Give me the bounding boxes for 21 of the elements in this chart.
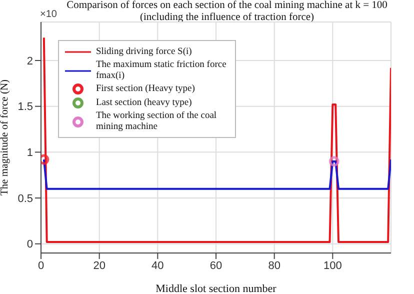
x-tick-label: 60 [210, 260, 222, 272]
y-tick-label: 0 [26, 238, 33, 251]
chart-title: Comparison of forces on each section of the coal mining machine at k = 100 (including the influence of traction force) [66, 0, 388, 23]
legend-label: Sliding driving force S(i) [95, 46, 193, 58]
line-series [42, 36, 391, 243]
y-tick-label: 2 [26, 55, 33, 68]
x-axis-title: Middle slot section number [156, 283, 277, 294]
text: ×10 [40, 9, 57, 20]
legend-label: The working section of the coal mining machine [95, 111, 218, 132]
legend-label: Last section (heavy type) [95, 98, 193, 108]
y-tick-label: 0.5 [18, 192, 33, 205]
legend-label: First section (Heavy type) [95, 84, 196, 94]
y-axis-title: The magnitude of force (N) [0, 78, 11, 196]
x-tick-label: 20 [93, 260, 106, 272]
x-tick-label: 40 [152, 260, 164, 272]
x-tick-label: 80 [268, 260, 280, 272]
legend-label: The maximum static friction force fmax(i) [95, 60, 228, 81]
y-tick-label: 1 [26, 147, 33, 160]
x-tick-label: 100 [323, 260, 342, 272]
y-tick-label: 1.5 [18, 101, 33, 114]
x-tick-label: 0 [38, 260, 44, 272]
